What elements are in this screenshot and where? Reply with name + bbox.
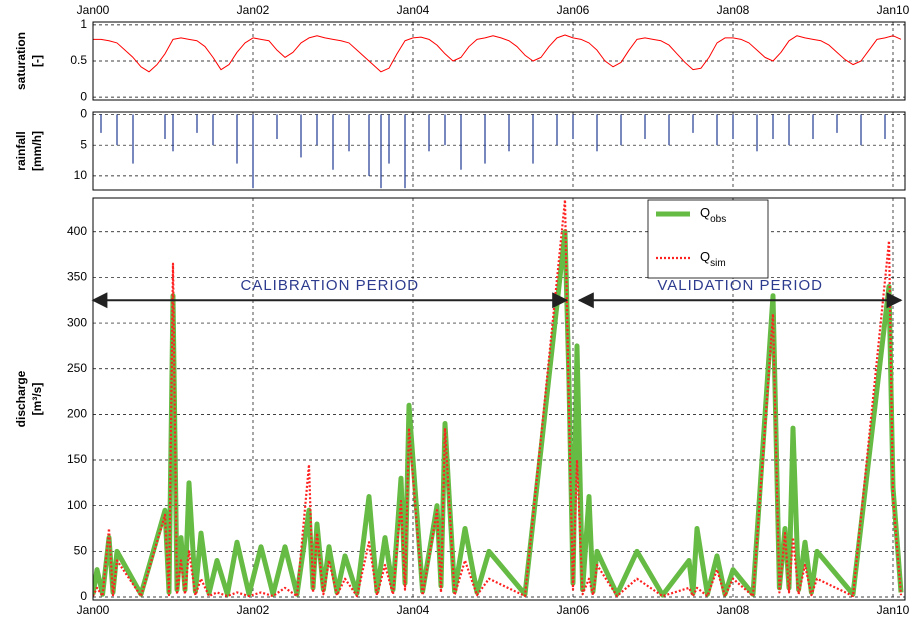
plot-marks — [100, 114, 886, 189]
x-tick-label: Jan08 — [717, 603, 750, 617]
legend-name: Q — [700, 205, 710, 220]
frame — [92, 21, 906, 101]
x-tick-label: Jan08 — [717, 3, 750, 17]
y-tick-label: 250 — [67, 361, 87, 375]
y-tick-label: 5 — [80, 137, 87, 151]
y-tick-label: 0 — [80, 589, 87, 603]
x-tick-label: Jan02 — [237, 3, 270, 17]
y-tick-label: 0.5 — [70, 53, 87, 67]
y-tick-label: 0 — [80, 89, 87, 103]
legend-name: Q — [700, 249, 710, 264]
y-tick-label: 100 — [67, 498, 87, 512]
legend-label: Qobs — [700, 205, 726, 224]
y-tick-label: 10 — [74, 168, 88, 182]
y-tick-label: 300 — [67, 315, 87, 329]
x-tick-label: Jan04 — [397, 3, 430, 17]
y-axis-label: discharge — [14, 370, 28, 427]
period-label: CALIBRATION PERIOD — [241, 277, 420, 294]
legend-subscript: obs — [710, 214, 726, 225]
legend-subscript: sim — [710, 258, 726, 269]
x-tick-label: Jan00 — [77, 3, 110, 17]
y-tick-label: 400 — [67, 224, 87, 238]
x-tick-label: Jan10 — [877, 603, 910, 617]
x-tick-label: Jan10 — [877, 3, 910, 17]
data-line — [93, 229, 904, 598]
y-axis-label: [-] — [30, 55, 44, 67]
x-tick-label: Jan06 — [557, 3, 590, 17]
y-tick-label: 350 — [67, 270, 87, 284]
period-label: VALIDATION PERIOD — [657, 277, 823, 294]
y-axis-label: rainfall — [14, 131, 28, 170]
x-tick-label: Jan02 — [237, 603, 270, 617]
plot-area — [93, 112, 905, 190]
plot-marks — [93, 198, 904, 598]
data-line — [93, 198, 903, 598]
y-axis-label: [mm/h] — [30, 131, 44, 171]
y-tick-label: 1 — [80, 17, 87, 31]
y-axis-label: saturation — [14, 32, 28, 90]
x-tick-label: Jan04 — [397, 603, 430, 617]
y-tick-label: 200 — [67, 407, 87, 421]
y-axis-label: [m³/s] — [30, 383, 44, 416]
plot-marks — [93, 34, 902, 73]
plot-area — [93, 22, 905, 100]
frame — [92, 111, 906, 191]
y-tick-label: 50 — [74, 544, 88, 558]
x-tick-label: Jan00 — [77, 603, 110, 617]
y-tick-label: 150 — [67, 452, 87, 466]
x-tick-label: Jan06 — [557, 603, 590, 617]
y-tick-label: 0 — [80, 107, 87, 121]
frame — [92, 197, 906, 601]
plot-area — [93, 198, 905, 600]
data-line — [93, 34, 902, 73]
legend-label: Qsim — [700, 249, 726, 268]
